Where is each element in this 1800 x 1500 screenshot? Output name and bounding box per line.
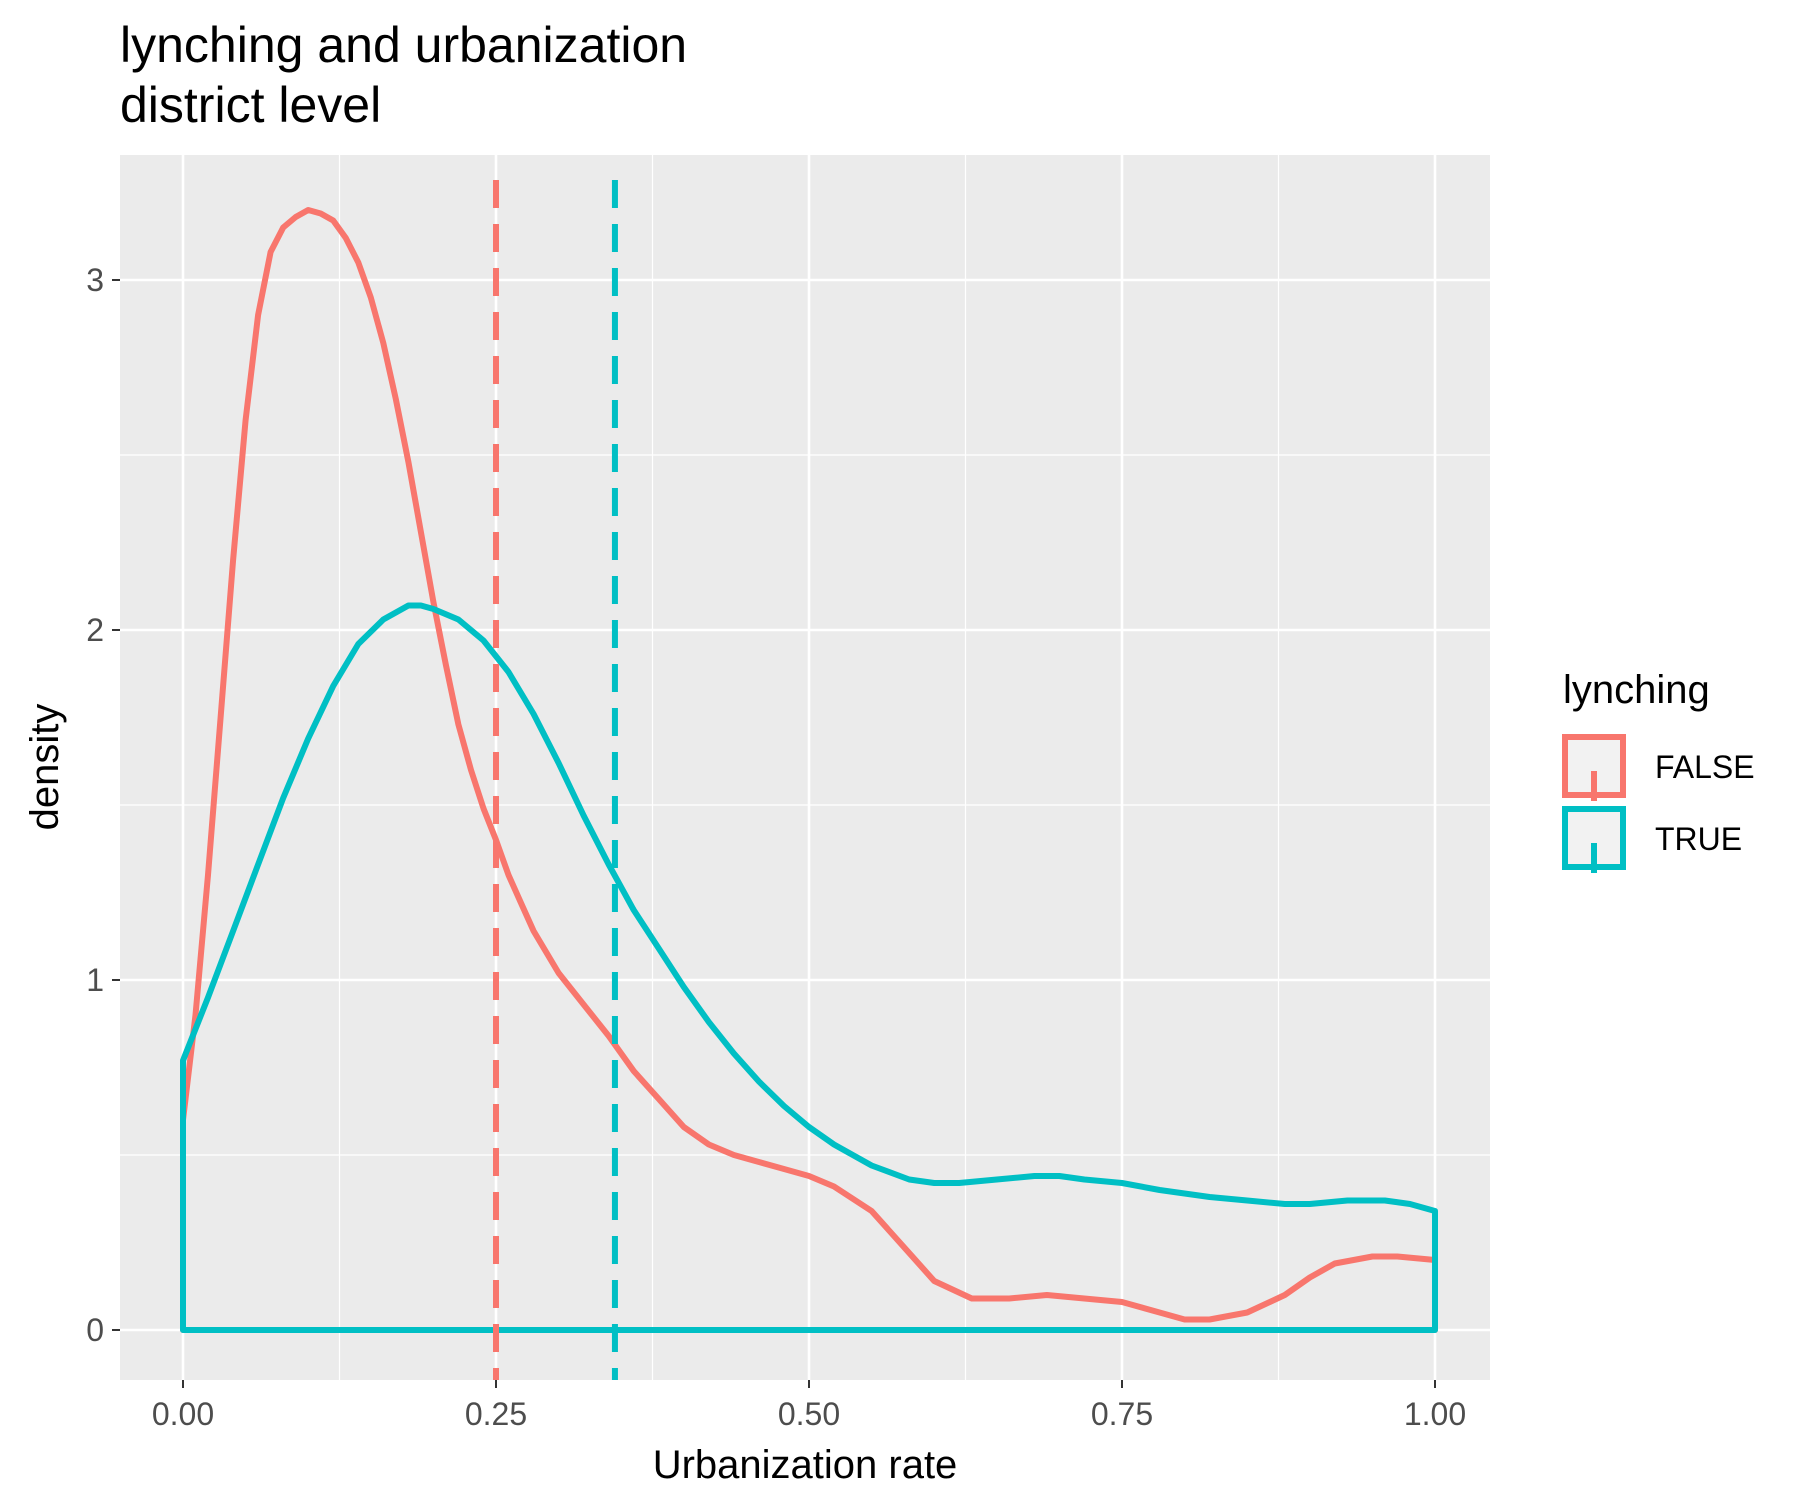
legend-label-true: TRUE — [1655, 821, 1742, 857]
x-tick-label: 0.75 — [1091, 1396, 1153, 1432]
x-tick-label: 0.25 — [465, 1396, 527, 1432]
y-axis-title: density — [23, 704, 67, 831]
y-tick-label: 2 — [86, 612, 104, 648]
x-tick-label: 0.50 — [778, 1396, 840, 1432]
y-tick-label: 3 — [86, 262, 104, 298]
chart-title: lynching and urbanization — [120, 17, 687, 73]
legend: FALSE TRUE — [1562, 734, 1755, 873]
chart-subtitle: district level — [120, 77, 381, 133]
x-axis: 0.00 0.25 0.50 0.75 1.00 — [152, 1380, 1466, 1432]
x-tick-label: 0.00 — [152, 1396, 214, 1432]
plot-panel — [120, 155, 1490, 1380]
density-curves — [180, 207, 1438, 1333]
y-tick-label: 1 — [86, 962, 104, 998]
y-axis: 0 1 2 3 — [86, 262, 120, 1348]
legend-label-false: FALSE — [1655, 749, 1755, 785]
density-curve-false — [180, 207, 1438, 1333]
legend-title: lynching — [1563, 668, 1710, 712]
y-tick-label: 0 — [86, 1312, 104, 1348]
minor-gridlines — [120, 155, 1490, 1380]
x-tick-label: 1.00 — [1404, 1396, 1466, 1432]
density-curve-true — [180, 602, 1438, 1333]
mean-lines — [493, 180, 618, 1380]
x-axis-title: Urbanization rate — [653, 1443, 958, 1487]
